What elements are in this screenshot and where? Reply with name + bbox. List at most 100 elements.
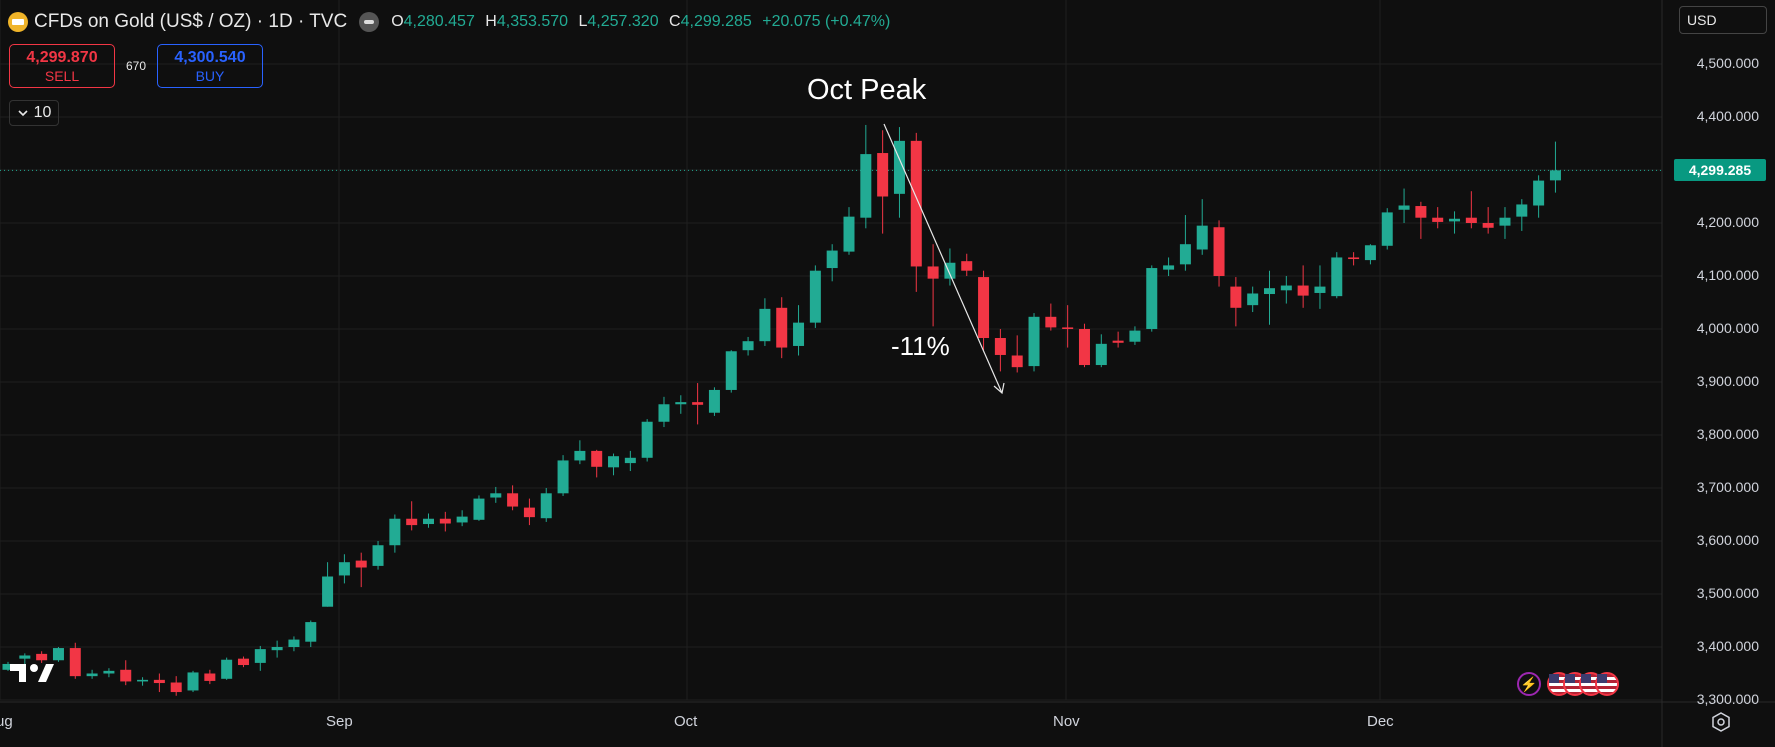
- high-label: H: [485, 13, 497, 30]
- price-axis-tick-label: 3,900.000: [1696, 373, 1759, 389]
- candle-body: [1213, 227, 1225, 276]
- market-status-icon[interactable]: [359, 12, 380, 32]
- candle-body: [910, 140, 922, 267]
- currency-label: USD: [1687, 12, 1717, 28]
- chevron-down-icon: [18, 110, 28, 117]
- ohlc-values: O4,280.457 H4,353.570 L4,257.320 C4,299.…: [391, 13, 890, 31]
- candle-body: [52, 648, 64, 661]
- price-axis-tick-label: 4,100.000: [1696, 267, 1759, 283]
- candle-body: [36, 653, 48, 661]
- annotation-oct-peak[interactable]: Oct Peak: [807, 74, 927, 106]
- time-axis-tick-label: Sep: [326, 713, 353, 730]
- candle-body: [1348, 257, 1360, 260]
- candle-body: [1078, 329, 1090, 366]
- price-axis-tick-label: 4,500.000: [1696, 55, 1759, 71]
- candle-body: [86, 673, 98, 677]
- candle-body: [1028, 316, 1040, 367]
- candle-body: [372, 545, 384, 566]
- annotation-drop-percent[interactable]: -11%: [891, 331, 950, 361]
- candle-body: [254, 649, 266, 663]
- candle-body: [305, 622, 317, 642]
- candle-body: [978, 277, 990, 339]
- candle-body: [1415, 206, 1427, 218]
- candle-body: [1129, 330, 1141, 342]
- volume-toggle-button[interactable]: 10: [9, 100, 59, 126]
- candle-body: [423, 518, 434, 525]
- candle-body: [1533, 180, 1545, 206]
- economic-events-markers[interactable]: ⚡: [1517, 672, 1619, 696]
- price-axis-tick-label: 3,300.000: [1696, 691, 1759, 707]
- candle-body: [153, 679, 165, 684]
- tradingview-logo-icon: [10, 664, 54, 682]
- candle-body: [389, 518, 401, 546]
- candle-body: [1264, 288, 1275, 295]
- open-label: O: [391, 13, 404, 30]
- candle-body: [658, 404, 670, 422]
- close-label: C: [669, 13, 681, 30]
- price-axis-tick-label: 4,000.000: [1696, 320, 1759, 336]
- candle-body: [641, 421, 653, 458]
- candle-body: [1549, 170, 1561, 181]
- candle-body: [221, 659, 233, 679]
- candle-body: [893, 140, 905, 194]
- candle-body: [692, 402, 704, 405]
- high-value: 4,353.570: [496, 13, 569, 30]
- candle-body: [1146, 268, 1158, 329]
- time-axis-tick-label: Oct: [674, 713, 698, 730]
- open-value: 4,280.457: [403, 13, 475, 30]
- candle-body: [1482, 223, 1494, 228]
- candle-body: [591, 450, 603, 467]
- candle-body: [1499, 217, 1511, 226]
- time-axis-tick-label: Aug: [0, 713, 13, 730]
- candle-body: [742, 341, 754, 351]
- candle-body: [406, 518, 418, 526]
- candle-body: [1364, 245, 1376, 261]
- candle-body: [1247, 293, 1259, 306]
- lightning-icon[interactable]: ⚡: [1517, 672, 1541, 696]
- candle-body: [624, 457, 636, 464]
- candle-body: [860, 154, 872, 218]
- candle-body: [540, 493, 552, 519]
- candle-body: [523, 507, 535, 518]
- sell-price: 4,299.870: [26, 49, 98, 66]
- candle-body: [19, 655, 31, 659]
- candle-body: [322, 576, 334, 607]
- candle-body: [608, 456, 620, 468]
- buy-button[interactable]: 4,300.540 BUY: [157, 44, 263, 88]
- candle-body: [120, 669, 132, 682]
- price-axis-tick-label: 3,600.000: [1696, 532, 1759, 548]
- price-axis-tick-label: 3,800.000: [1696, 426, 1759, 442]
- candle-body: [557, 460, 569, 494]
- price-axis-tick-label: 3,500.000: [1696, 585, 1759, 601]
- candle-body: [675, 402, 687, 405]
- candle-body: [574, 450, 586, 461]
- candle-body: [1011, 355, 1023, 368]
- candle-body: [1449, 218, 1461, 222]
- candle-body: [456, 516, 468, 523]
- annotation-arrow-line: [883, 123, 1003, 394]
- candle-body: [1516, 204, 1528, 217]
- annotation-arrow-head: [993, 382, 1005, 395]
- symbol-title[interactable]: CFDs on Gold (US$ / OZ) · 1D · TVC: [34, 11, 348, 32]
- currency-selector[interactable]: USD: [1679, 6, 1767, 34]
- candle-body: [137, 679, 149, 682]
- candle-body: [288, 639, 300, 647]
- candle-body: [69, 648, 81, 677]
- candle-body: [1314, 286, 1326, 293]
- price-axis-tick-label: 3,700.000: [1696, 479, 1759, 495]
- candle-body: [708, 389, 720, 413]
- settings-icon[interactable]: [1711, 712, 1731, 732]
- sell-label: SELL: [44, 68, 80, 84]
- candle-body: [2, 663, 14, 670]
- low-value: 4,257.320: [587, 13, 659, 30]
- time-axis-tick-label: Dec: [1367, 713, 1394, 730]
- sell-button[interactable]: 4,299.870 SELL: [9, 44, 115, 88]
- candle-body: [1163, 265, 1175, 270]
- tradingview-logo[interactable]: [10, 660, 56, 691]
- buy-label: BUY: [195, 68, 225, 84]
- trade-panel: 4,299.870 SELL 670 4,300.540 BUY: [9, 44, 263, 88]
- candle-body: [1062, 327, 1074, 329]
- candle-body: [877, 153, 889, 197]
- us-flag-icon[interactable]: [1595, 672, 1619, 696]
